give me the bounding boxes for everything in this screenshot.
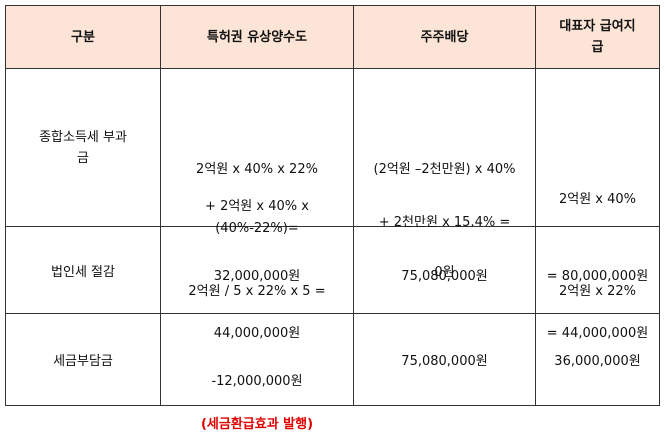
patent-result: 32,000,000원 — [213, 268, 301, 284]
salary-cell: 36,000,000원 — [535, 313, 660, 406]
header-category-label: 구분 — [71, 29, 95, 45]
dividend-cell: 75,080,000원 — [353, 313, 536, 406]
salary-result: = 80,000,000원 — [546, 268, 649, 284]
tax-refund-note: (세금환급효과 발행) — [200, 416, 314, 432]
table-row: 종합소득세 부과 금 2억원 x 40% x 22% + 2억원 x 40% x… — [5, 68, 660, 284]
patent-result: -12,000,000원 — [211, 373, 303, 389]
row-label: 세금부담금 — [5, 313, 161, 406]
header-dividend: 주주배당 — [353, 5, 536, 69]
header-category: 구분 — [5, 5, 161, 69]
dividend-cell: 0원 — [353, 226, 536, 314]
row-label: 종합소득세 부과 금 — [5, 68, 161, 227]
salary-formula-line1: 2억원 x 22% — [558, 284, 637, 299]
dividend-result: 75,080,000원 — [401, 268, 488, 284]
dividend-formula-line2: + 2천만원 x 15.4% = — [378, 214, 511, 230]
table-row: 세금부담금 -12,000,000원 (세금환급효과 발행) 75,080,00… — [5, 313, 660, 432]
patent-formula-line1: 2억원 / 5 x 22% x 5 = — [188, 284, 326, 299]
header-patent-transfer-label: 특허권 유상양수도 — [206, 29, 308, 45]
dividend-result: 0원 — [434, 264, 455, 280]
row-label-text: 법인세 절감 — [51, 264, 115, 280]
header-ceo-salary-label-line1: 대표자 급여지 — [559, 19, 636, 34]
header-dividend-label: 주주배당 — [420, 29, 469, 45]
patent-formula-line2: + 2억원 x 40% x — [205, 198, 309, 214]
patent-result: 44,000,000원 — [213, 326, 301, 341]
table-row: 법인세 절감 2억원 / 5 x 22% x 5 = 44,000,000원 0… — [5, 226, 660, 341]
salary-result: = 44,000,000원 — [546, 326, 649, 341]
patent-cell: 2억원 / 5 x 22% x 5 = 44,000,000원 — [160, 226, 354, 341]
header-ceo-salary-label-line2: 급 — [591, 40, 604, 55]
row-label-text: 세금부담금 — [53, 354, 113, 369]
patent-cell: 2억원 x 40% x 22% + 2억원 x 40% x (40%-22%)=… — [160, 68, 354, 284]
header-ceo-salary: 대표자 급여지 급 — [535, 5, 660, 69]
header-patent-transfer: 특허권 유상양수도 — [160, 5, 354, 69]
salary-result: 36,000,000원 — [554, 354, 641, 369]
salary-formula-line1: 2억원 x 40% — [558, 191, 637, 207]
salary-cell: 2억원 x 40% = 80,000,000원 — [535, 68, 660, 284]
patent-formula-line3: (40%-22%)= — [215, 220, 299, 236]
tax-comparison-table: 구분 특허권 유상양수도 주주배당 대표자 급여지 급 종합소득세 부과 금 2… — [5, 5, 660, 432]
header-row: 구분 특허권 유상양수도 주주배당 대표자 급여지 급 — [5, 5, 660, 69]
dividend-formula-line1: (2억원 –2천만원) x 40% — [373, 161, 516, 177]
salary-cell: 2억원 x 22% = 44,000,000원 — [535, 226, 660, 341]
dividend-cell: (2억원 –2천만원) x 40% + 2천만원 x 15.4% = 75,08… — [353, 68, 536, 284]
row-label-line1: 종합소득세 부과 — [39, 129, 127, 145]
dividend-result: 75,080,000원 — [401, 354, 488, 369]
patent-formula-line1: 2억원 x 40% x 22% — [196, 161, 318, 177]
row-label: 법인세 절감 — [5, 226, 161, 314]
row-label-line2: 금 — [77, 150, 89, 166]
